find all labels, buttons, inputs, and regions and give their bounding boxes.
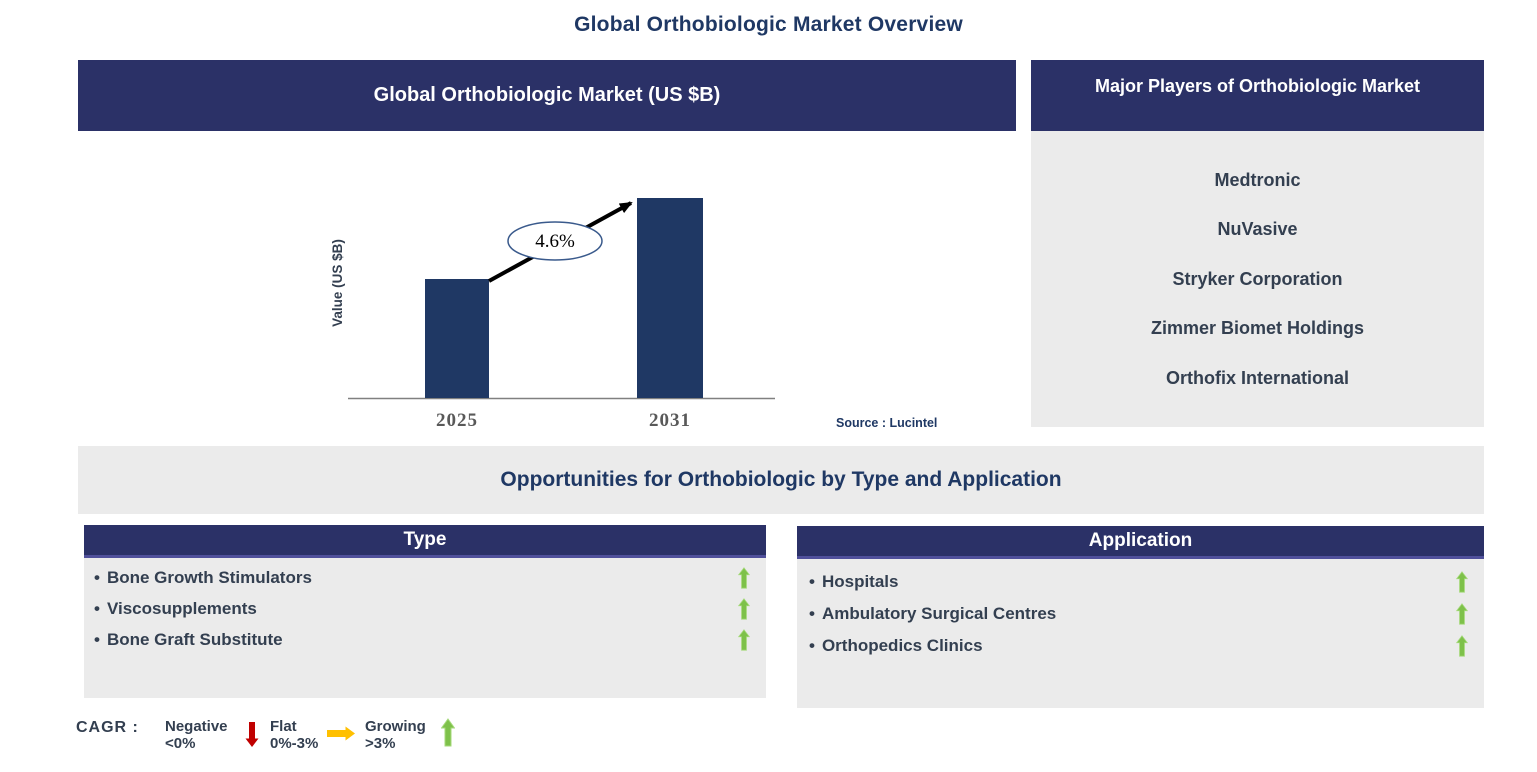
type-header: Type <box>84 525 766 558</box>
source-note: Source : Lucintel <box>836 416 937 430</box>
legend-growing: Growing >3% <box>365 718 426 752</box>
flat-right-icon <box>326 726 356 741</box>
growing-up-icon <box>737 628 751 651</box>
application-item-label: Ambulatory Surgical Centres <box>821 604 1057 623</box>
market-chart-header: Global Orthobiologic Market (US $B) <box>78 60 1016 131</box>
negative-down-icon <box>245 721 259 748</box>
bullet-icon: • <box>94 629 100 649</box>
legend-negative-range: <0% <box>165 735 196 752</box>
growing-up-icon <box>1455 635 1469 657</box>
x-tick-2031: 2031 <box>649 410 691 431</box>
bullet-icon: • <box>809 636 815 655</box>
bullet-icon: • <box>809 604 815 623</box>
type-item-row: • Bone Growth Stimulators <box>94 562 766 593</box>
player-item: Medtronic <box>1214 169 1301 190</box>
growing-up-icon <box>1455 571 1469 593</box>
application-item-label: Hospitals <box>821 572 899 591</box>
major-players-header: Major Players of Orthobiologic Market <box>1031 60 1484 131</box>
x-tick-2025: 2025 <box>436 410 478 431</box>
type-item-label: Viscosupplements <box>106 598 257 618</box>
opportunities-band: Opportunities for Orthobiologic by Type … <box>78 446 1484 514</box>
y-axis-label: Value (US $B) <box>330 239 345 327</box>
bar-2031 <box>637 198 703 398</box>
type-item-label: Bone Graft Substitute <box>106 629 283 649</box>
application-header: Application <box>797 526 1484 559</box>
type-item-label: Bone Growth Stimulators <box>106 567 312 587</box>
legend-flat-range: 0%-3% <box>270 735 319 752</box>
player-item: NuVasive <box>1217 219 1298 239</box>
growing-up-icon <box>737 566 751 589</box>
growing-up-icon <box>1455 603 1469 625</box>
player-item: Stryker Corporation <box>1172 268 1343 289</box>
legend-flat: Flat 0%-3% <box>270 718 318 752</box>
growing-up-icon <box>440 718 456 747</box>
bullet-icon: • <box>809 572 815 591</box>
type-item-row: • Bone Graft Substitute <box>94 624 766 655</box>
growing-up-icon <box>737 597 751 620</box>
cagr-value: 4.6% <box>535 231 575 252</box>
type-panel: • Bone Growth Stimulators • Viscosupplem… <box>84 558 766 698</box>
player-item: Orthofix International <box>1165 367 1349 388</box>
bullet-icon: • <box>94 598 100 618</box>
application-item-row: • Ambulatory Surgical Centres <box>809 598 1484 630</box>
application-item-row: • Orthopedics Clinics <box>809 630 1484 662</box>
application-panel: • Hospitals • Ambulatory Surgical Centre… <box>797 559 1484 708</box>
opportunities-band-title: Opportunities for Orthobiologic by Type … <box>500 468 1062 491</box>
legend-flat-name: Flat <box>270 718 297 735</box>
player-item: Zimmer Biomet Holdings <box>1150 318 1365 338</box>
legend-growing-name: Growing <box>365 718 426 735</box>
bar-2025 <box>425 279 489 398</box>
legend-growing-range: >3% <box>365 735 396 752</box>
major-players-panel: Medtronic NuVasive Stryker Corporation Z… <box>1031 131 1484 427</box>
bullet-icon: • <box>94 567 100 587</box>
legend-label: CAGR : <box>76 719 139 736</box>
market-bar-chart: Value (US $B) 4.6% 2025 2031 Source : Lu… <box>330 198 937 431</box>
application-item-row: • Hospitals <box>809 566 1484 598</box>
legend-negative-name: Negative <box>165 718 228 735</box>
legend-negative: Negative <0% <box>165 718 228 752</box>
cagr-ellipse <box>507 221 603 261</box>
page-title: Global Orthobiologic Market Overview <box>574 13 963 36</box>
type-item-row: • Viscosupplements <box>94 593 766 624</box>
application-item-label: Orthopedics Clinics <box>821 636 983 655</box>
